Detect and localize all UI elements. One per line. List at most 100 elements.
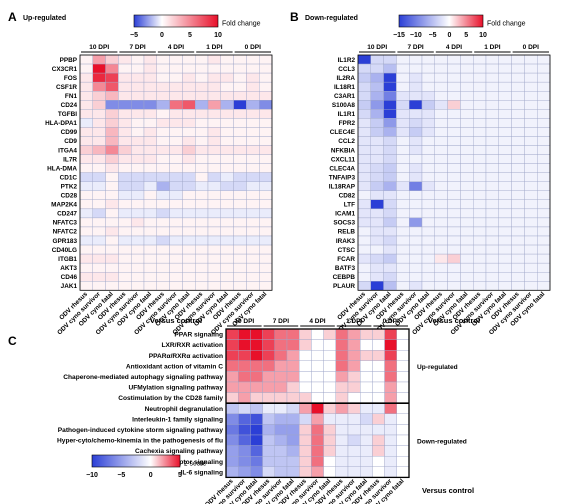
heatmap-cell [194, 217, 209, 228]
heatmap-cell [299, 350, 312, 362]
heatmap-cell [421, 127, 436, 137]
row-label: FN1 [65, 93, 78, 100]
heatmap-cell [383, 235, 397, 246]
heatmap-cell [156, 190, 170, 201]
heatmap-cell [396, 262, 410, 273]
heatmap-cell [156, 253, 170, 264]
heatmap-cell [169, 72, 183, 83]
heatmap-cell [498, 81, 512, 92]
heatmap-cell [118, 63, 132, 74]
heatmap-cell [347, 339, 361, 351]
heatmap-cell [357, 72, 372, 83]
heatmap-cell [485, 136, 500, 146]
row-label: IL1R2 [338, 57, 356, 64]
heatmap-cell [524, 109, 538, 119]
heatmap-cell [473, 272, 487, 282]
heatmap-cell [118, 90, 132, 101]
heatmap-cell [360, 381, 373, 393]
row-label: CD1C [60, 174, 78, 181]
heatmap-cell [434, 190, 448, 201]
heatmap-cell [537, 109, 551, 119]
heatmap-cell [537, 208, 551, 219]
heatmap-cell [259, 90, 273, 101]
heatmap-cell [460, 90, 474, 101]
heatmap-cell [143, 127, 158, 137]
heatmap-cell [130, 81, 145, 92]
heatmap-cell [409, 281, 423, 291]
legend-tick-label: −10 [410, 32, 422, 39]
heatmap-cell [372, 360, 385, 372]
heatmap-cell [92, 235, 106, 246]
heatmap-cell [237, 456, 251, 468]
heatmap-cell [524, 100, 538, 110]
heatmap-cell [246, 217, 260, 228]
heatmap-cell [447, 172, 461, 182]
heatmap-cell [92, 217, 106, 228]
heatmap-cell [143, 136, 158, 146]
heatmap-cell [79, 136, 94, 146]
heatmap-cell [262, 339, 276, 351]
heatmap-cell [118, 262, 132, 273]
heatmap-cell [169, 145, 183, 155]
heatmap-cell [130, 208, 145, 219]
heatmap-cell [156, 262, 170, 273]
heatmap-cell [460, 272, 474, 282]
heatmap-cell [207, 199, 222, 210]
row-label: IL1R1 [338, 111, 356, 118]
heatmap-cell [143, 262, 158, 273]
legend-tick-label: −5 [429, 32, 437, 39]
heatmap-cell [156, 172, 170, 182]
heatmap-cell [460, 244, 474, 255]
heatmap-cell [498, 172, 512, 182]
heatmap-cell [169, 154, 183, 164]
heatmap-cell [130, 72, 145, 83]
heatmap-cell [220, 226, 234, 237]
heatmap-cell [357, 90, 372, 101]
row-label: CLEC4A [329, 165, 355, 172]
heatmap-cell [524, 54, 538, 65]
heatmap-cell [79, 163, 94, 173]
heatmap-cell [311, 360, 324, 372]
heatmap-cell [434, 226, 448, 237]
heatmap-cell [323, 413, 337, 425]
heatmap-cell [409, 136, 423, 146]
heatmap-cell [169, 244, 183, 255]
heatmap-cell [299, 360, 312, 372]
heatmap-cell [262, 328, 276, 340]
heatmap-cell [383, 54, 397, 65]
row-label: PTK2 [61, 183, 78, 190]
heatmap-cell [274, 466, 288, 478]
legend-label: Fold change [222, 21, 261, 28]
heatmap-cell [220, 54, 234, 65]
row-label: UFMylation signaling pathway [128, 385, 223, 392]
heatmap-cell [92, 226, 106, 237]
heatmap-cell [498, 199, 512, 210]
heatmap-cell [396, 100, 410, 110]
heatmap-cell [194, 109, 209, 119]
heatmap-cell [237, 445, 251, 457]
heatmap-cell [347, 371, 361, 383]
heatmap-cell [250, 424, 263, 436]
heatmap-cell [143, 199, 158, 210]
heatmap-cell [498, 262, 512, 273]
heatmap-cell [79, 262, 94, 273]
heatmap-cell [105, 145, 119, 155]
heatmap-cell [220, 190, 234, 201]
heatmap-cell [182, 154, 196, 164]
heatmap-cell [225, 434, 239, 446]
heatmap-cell [384, 339, 398, 351]
row-label: HLA-DPA1 [45, 120, 77, 127]
heatmap-cell [460, 81, 474, 92]
row-label: CD40LG [52, 247, 77, 254]
heatmap-cell [246, 208, 260, 219]
row-label: IL18RAP [329, 183, 356, 190]
heatmap-cell [460, 163, 474, 173]
heatmap-cell [396, 127, 410, 137]
heatmap-cell [246, 226, 260, 237]
heatmap-cell [335, 424, 349, 436]
heatmap-cell [194, 262, 209, 273]
heatmap-cell [233, 154, 247, 164]
legend-tick-label: 0 [160, 32, 164, 39]
heatmap-cell [396, 360, 410, 372]
heatmap-cell [396, 371, 410, 383]
